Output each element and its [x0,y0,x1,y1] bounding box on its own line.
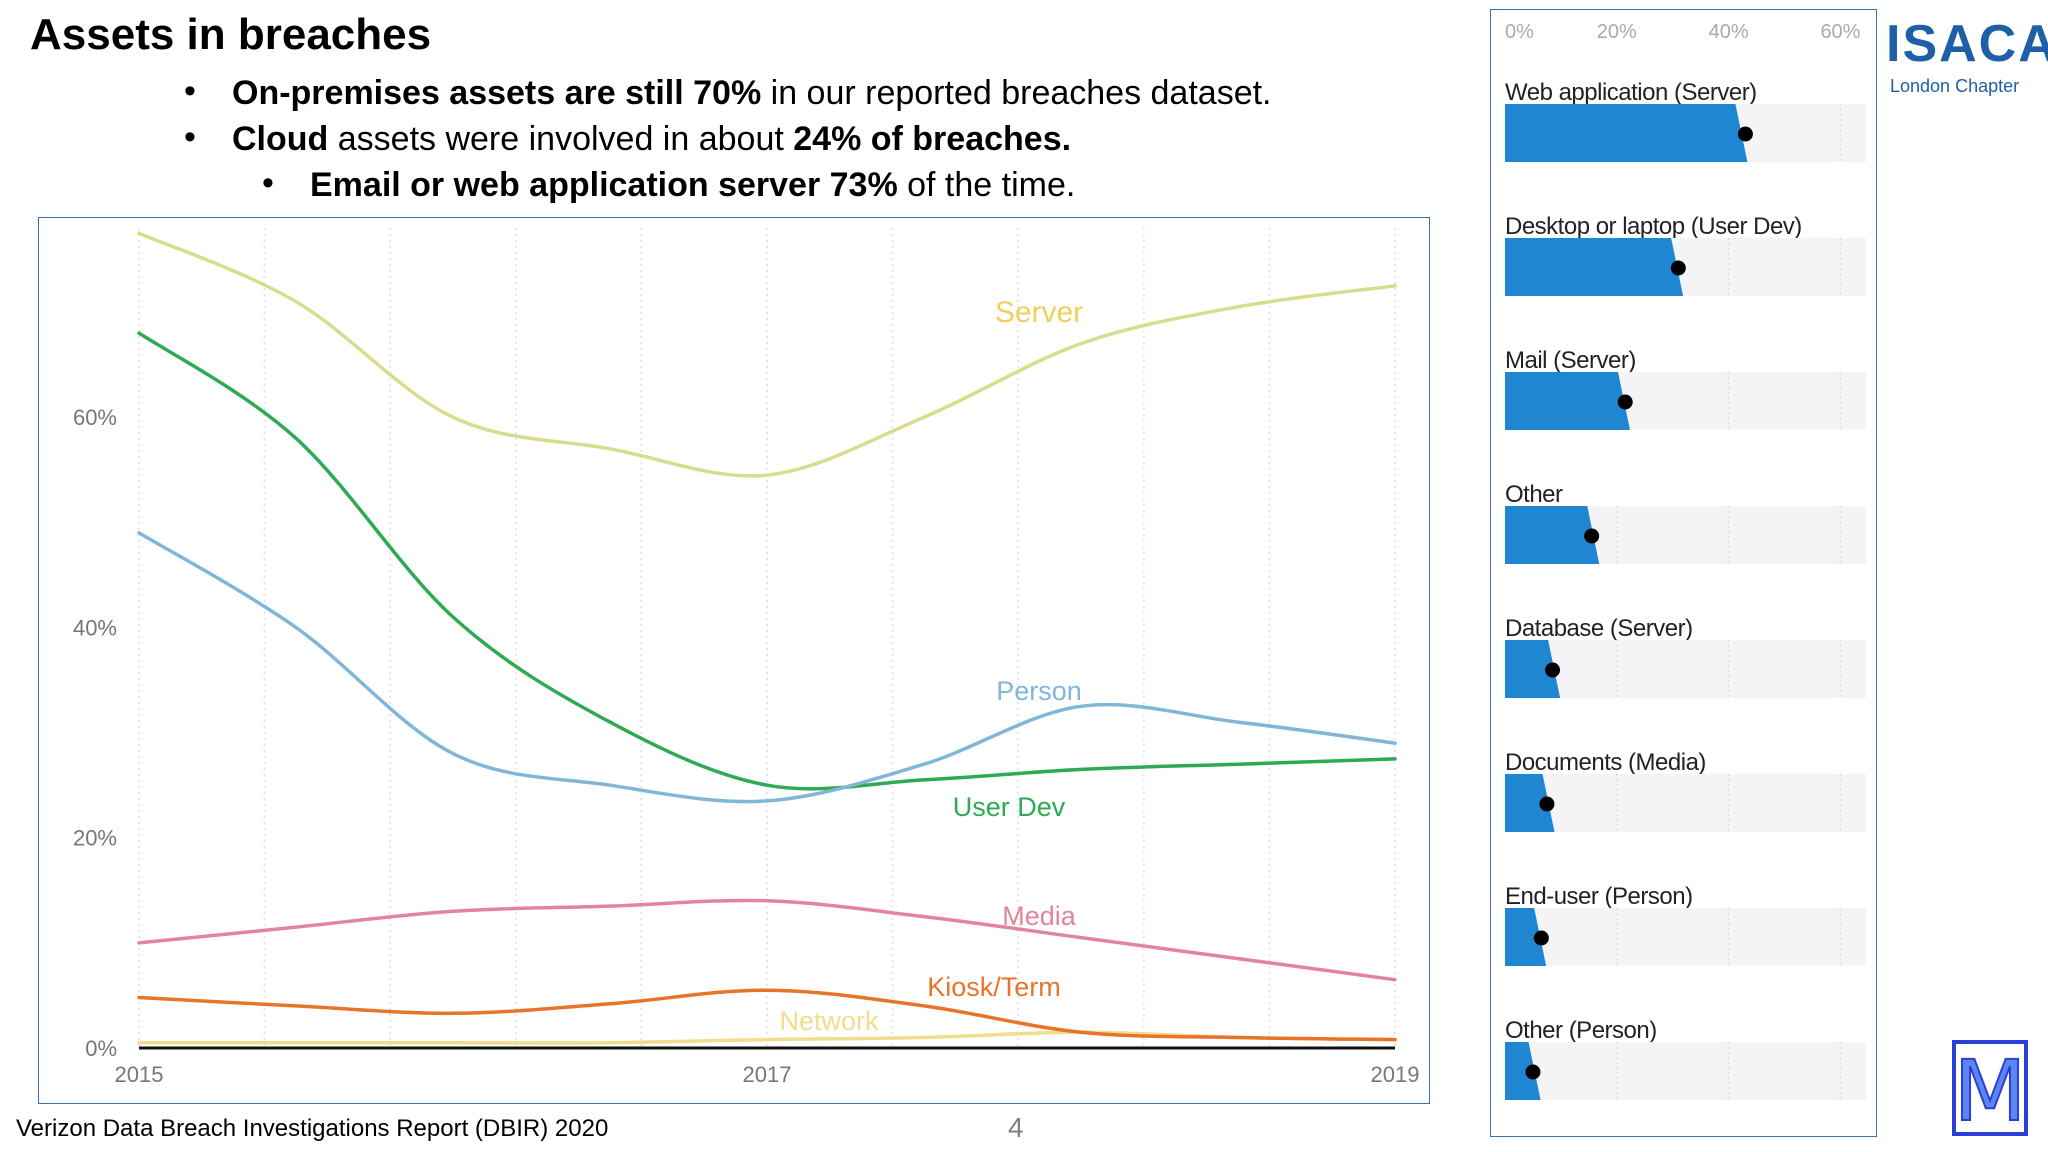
series-line-user-dev [137,331,1397,791]
bar-dot-marker [1617,394,1633,410]
bar-category-label: Other [1505,481,1563,508]
bar-dot-marker [1737,126,1753,142]
bullet-3: • Email or web application server 73% of … [262,164,1076,205]
bar-dot-marker [1545,662,1561,678]
series-label: Person [996,676,1082,706]
page-number: 4 [1008,1112,1024,1143]
m-logo-letter: M [1954,1042,2026,1136]
series-label: User Dev [953,792,1066,822]
bullet-2: • Cloud assets were involved in about 24%… [184,118,1072,159]
y-tick-label: 40% [73,615,117,640]
bar-x-tick-label: 40% [1709,21,1749,43]
y-tick-label: 60% [73,405,117,430]
series-label: Kiosk/Term [927,972,1061,1002]
series-label: Network [779,1006,879,1036]
x-tick-label: 2015 [115,1062,164,1087]
bar-track [1505,1042,1866,1100]
bar [1505,506,1600,564]
bullet-marker: • [184,118,196,156]
bar [1505,908,1547,966]
bar-track [1505,908,1866,966]
slide-title: Assets in breaches [30,10,432,59]
y-tick-label: 0% [85,1036,117,1061]
series-line-kiosk-term [137,988,1397,1042]
line-chart: 0% 20% 40% 60% 2015 2017 2019 Server Person User … [73,228,1420,1087]
bar [1505,238,1684,296]
bar-dot-marker [1525,1064,1541,1080]
bar-dot-marker [1539,796,1555,812]
bar-category-label: Other (Person) [1505,1017,1657,1044]
line-chart-frame: 0% 20% 40% 60% 2015 2017 2019 Server Person User … [38,217,1430,1104]
series-label: Media [1002,901,1077,931]
bullet-1-bold: On-premises assets are still 70% [232,74,762,112]
bar-chart-frame: 0% 20% 40% 60% Web application (Server) Deskt… [1490,9,1877,1137]
m-logo-icon: M [1952,1040,2028,1136]
bar-category-label: End-user (Person) [1505,883,1693,910]
bar-category-label: Mail (Server) [1505,347,1636,374]
isaca-logo: ISACA [1886,15,2048,73]
bar-dot-marker [1533,930,1549,946]
bar-category-label: Desktop or laptop (User Dev) [1505,213,1802,240]
bar-chart: 0% 20% 40% 60% Web application (Server) Deskt… [1505,21,1866,1100]
series-line-media [137,898,1397,982]
bar-category-label: Web application (Server) [1505,79,1757,106]
bullet-1-text: in our reported breaches dataset. [761,74,1272,112]
bar [1505,774,1555,832]
bullet-2-bold-end: 24% of breaches. [793,120,1072,158]
bullet-marker: • [262,164,274,202]
bar-x-tick-label: 20% [1597,21,1637,43]
bar-x-tick-label: 0% [1505,21,1534,43]
bar [1505,104,1748,162]
bullet-3-bold: Email or web application server 73% [310,166,898,204]
series-label: Server [995,296,1083,329]
bar-dot-marker [1584,528,1600,544]
bar-dot-marker [1670,260,1686,276]
bullet-3-text: of the time. [897,166,1076,204]
bar-track [1505,774,1866,832]
footer-source: Verizon Data Breach Investigations Repor… [16,1115,609,1142]
bullet-2-bold: Cloud [232,120,329,158]
x-tick-label: 2017 [743,1062,792,1087]
x-tick-label: 2019 [1371,1062,1420,1087]
bar-track [1505,640,1866,698]
bar-category-label: Documents (Media) [1505,749,1706,776]
bar [1505,1042,1541,1100]
bar-x-tick-label: 60% [1820,21,1860,43]
bullet-marker: • [184,72,196,110]
isaca-chapter: London Chapter [1890,76,2020,96]
bar-category-label: Database (Server) [1505,615,1693,642]
bar [1505,372,1630,430]
bar [1505,640,1561,698]
bullet-1: • On-premises assets are still 70% in our… [184,72,1272,113]
series-line-person [137,531,1397,804]
y-tick-label: 20% [73,826,117,851]
series-line-server [137,231,1397,478]
bullet-2-text: assets were involved in about [328,120,794,158]
